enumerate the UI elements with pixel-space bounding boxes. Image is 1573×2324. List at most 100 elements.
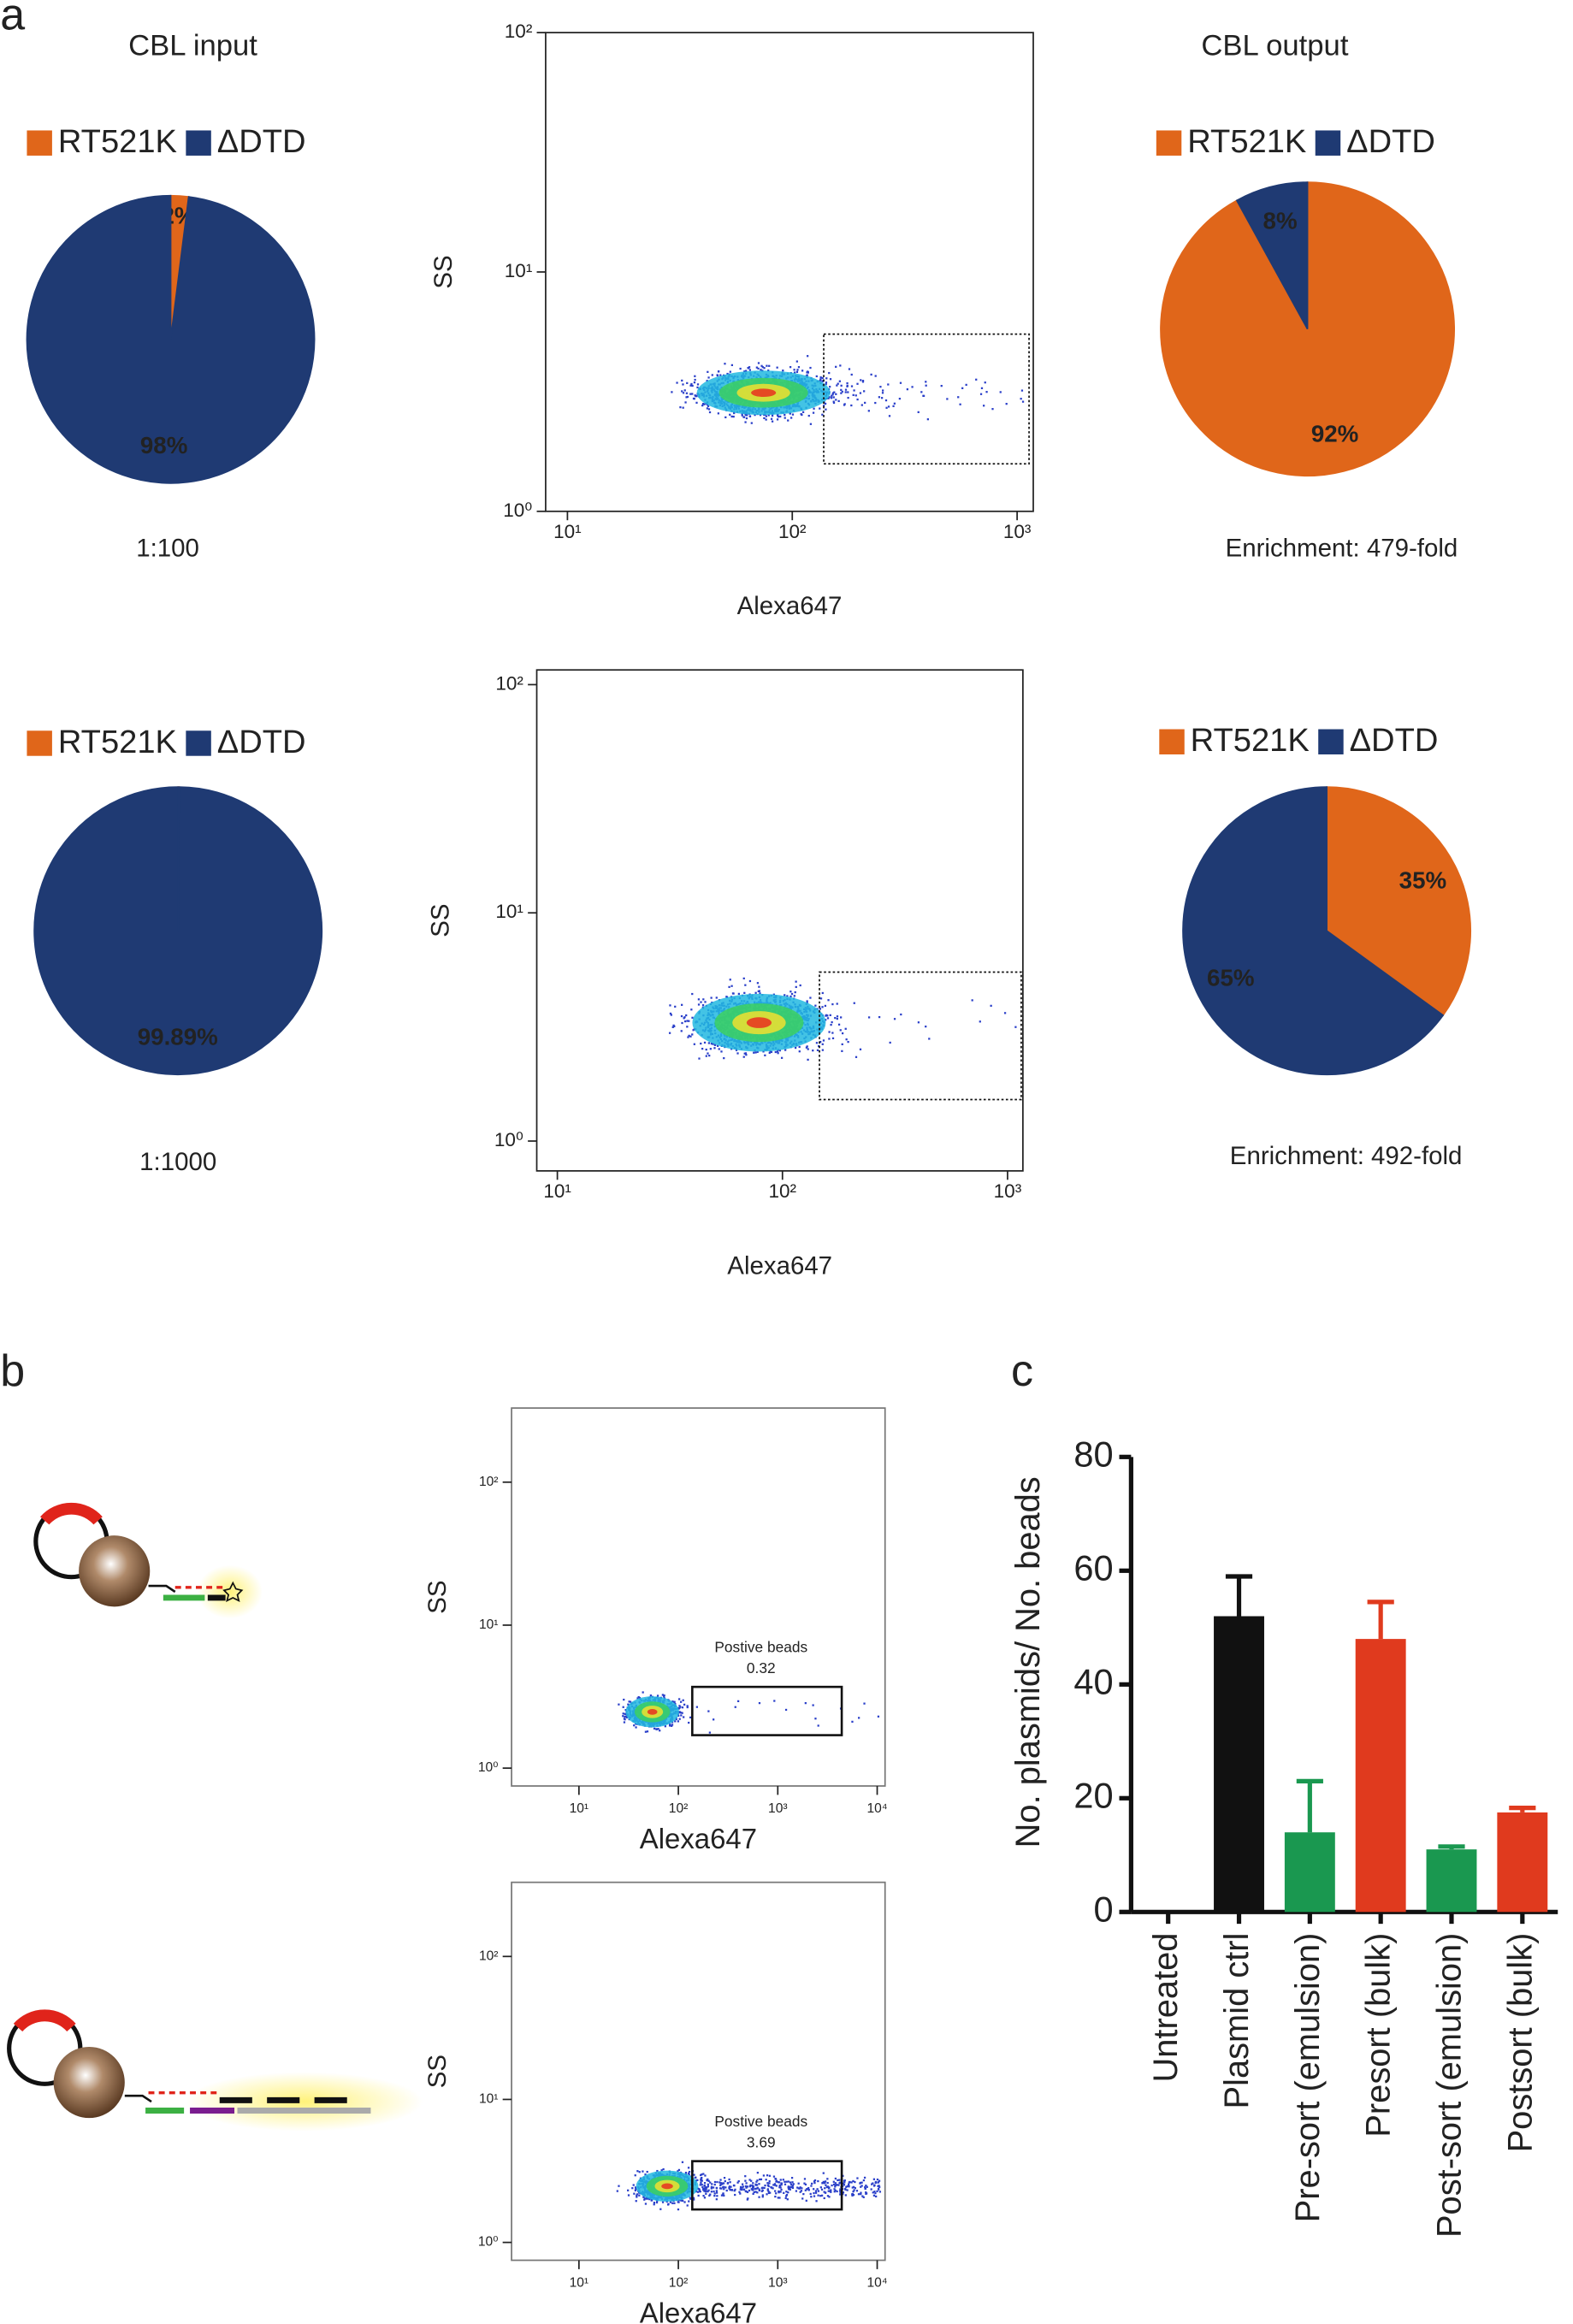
event-dot (893, 402, 896, 405)
event-dot (791, 413, 795, 416)
event-dot (703, 403, 706, 405)
event-dot (703, 1041, 707, 1044)
event-dot (691, 393, 694, 395)
y-tick-label: 10² (495, 672, 523, 694)
event-dot (824, 1004, 827, 1008)
event-dot (675, 1718, 677, 1721)
event-dot (696, 2187, 700, 2190)
event-dot (874, 375, 877, 377)
event-dot (839, 1029, 842, 1032)
event-dot (689, 2197, 691, 2199)
event-dot (678, 1706, 681, 1710)
event-dot (728, 985, 730, 989)
event-dot (636, 2196, 638, 2198)
event-dot (760, 364, 763, 367)
event-dot (729, 370, 731, 373)
event-dot (864, 401, 866, 405)
event-dot (688, 2200, 690, 2203)
event-dot (1021, 400, 1025, 403)
event-dot (961, 387, 964, 389)
plot-frame (535, 669, 1024, 1172)
event-dot (784, 414, 786, 417)
event-dot (855, 394, 857, 397)
event-dot (795, 980, 797, 983)
event-dot (690, 382, 693, 386)
event-dot (819, 376, 822, 379)
legend-swatch (1159, 729, 1185, 754)
event-dot (825, 383, 827, 386)
event-dot (831, 392, 835, 394)
event-dot (742, 977, 745, 980)
event-dot (695, 395, 698, 398)
event-dot (847, 391, 849, 393)
event-dot (655, 1728, 658, 1730)
event-dot (882, 389, 884, 392)
event-dot (710, 1042, 713, 1045)
event-dot (844, 391, 847, 393)
event-dot (663, 1694, 665, 1697)
event-dot (826, 1017, 830, 1020)
event-dot (684, 401, 687, 404)
event-dot (887, 383, 890, 386)
event-dot (819, 407, 821, 410)
event-dot (852, 393, 855, 396)
event-dot (764, 1054, 766, 1056)
event-dot (681, 2161, 684, 2163)
event-dot (879, 386, 882, 388)
event-dot (812, 1050, 814, 1052)
panel-label: b (0, 1346, 25, 1396)
event-dot (784, 417, 786, 419)
event-dot (717, 370, 720, 373)
event-dot (768, 1051, 771, 1054)
event-dot (616, 2190, 618, 2192)
event-dot (707, 1042, 710, 1044)
event-dot (736, 1052, 739, 1055)
event-dot (674, 1720, 677, 1723)
event-dot (806, 374, 808, 376)
event-dot (743, 1052, 746, 1055)
event-dot (762, 1050, 765, 1053)
event-dot (705, 1048, 707, 1051)
event-dot (809, 366, 812, 370)
event-dot (671, 2202, 674, 2204)
event-dot (753, 1051, 755, 1054)
event-dot (798, 1050, 801, 1053)
event-dot (694, 375, 696, 377)
event-dot (686, 1020, 689, 1022)
y-tick-label: 10¹ (505, 260, 533, 281)
event-dot (790, 992, 794, 996)
event-dot (841, 1050, 843, 1052)
pie-slice (1160, 181, 1455, 477)
event-dot (853, 1002, 855, 1004)
event-dot (688, 1034, 690, 1038)
event-dot (758, 985, 760, 988)
legend-label: ΔDTD (1346, 123, 1435, 160)
event-dot (829, 1014, 831, 1016)
event-dot (832, 396, 835, 399)
event-dot (636, 2170, 639, 2173)
event-dot (673, 1700, 676, 1704)
event-dot (707, 408, 711, 411)
event-dot (643, 2197, 647, 2200)
event-dot (748, 979, 752, 983)
event-dot (695, 1706, 699, 1708)
event-dot (670, 1014, 672, 1016)
event-dot (828, 396, 831, 399)
event-dot (678, 1698, 681, 1700)
event-dot (870, 373, 872, 376)
event-dot (678, 1718, 681, 1720)
event-dot (642, 2196, 645, 2198)
event-dot (627, 1703, 630, 1706)
event-dot (755, 366, 758, 369)
event-dot (680, 1030, 683, 1032)
event-dot (729, 413, 731, 416)
pie-caption: Enrichment: 479-fold (1226, 535, 1458, 563)
event-dot (748, 369, 751, 371)
event-dot (959, 403, 961, 405)
event-dot (680, 1014, 683, 1018)
event-dot (659, 1730, 661, 1732)
event-dot (856, 382, 859, 385)
event-dot (681, 390, 683, 393)
event-dot (705, 1055, 707, 1057)
event-dot (701, 1004, 705, 1007)
